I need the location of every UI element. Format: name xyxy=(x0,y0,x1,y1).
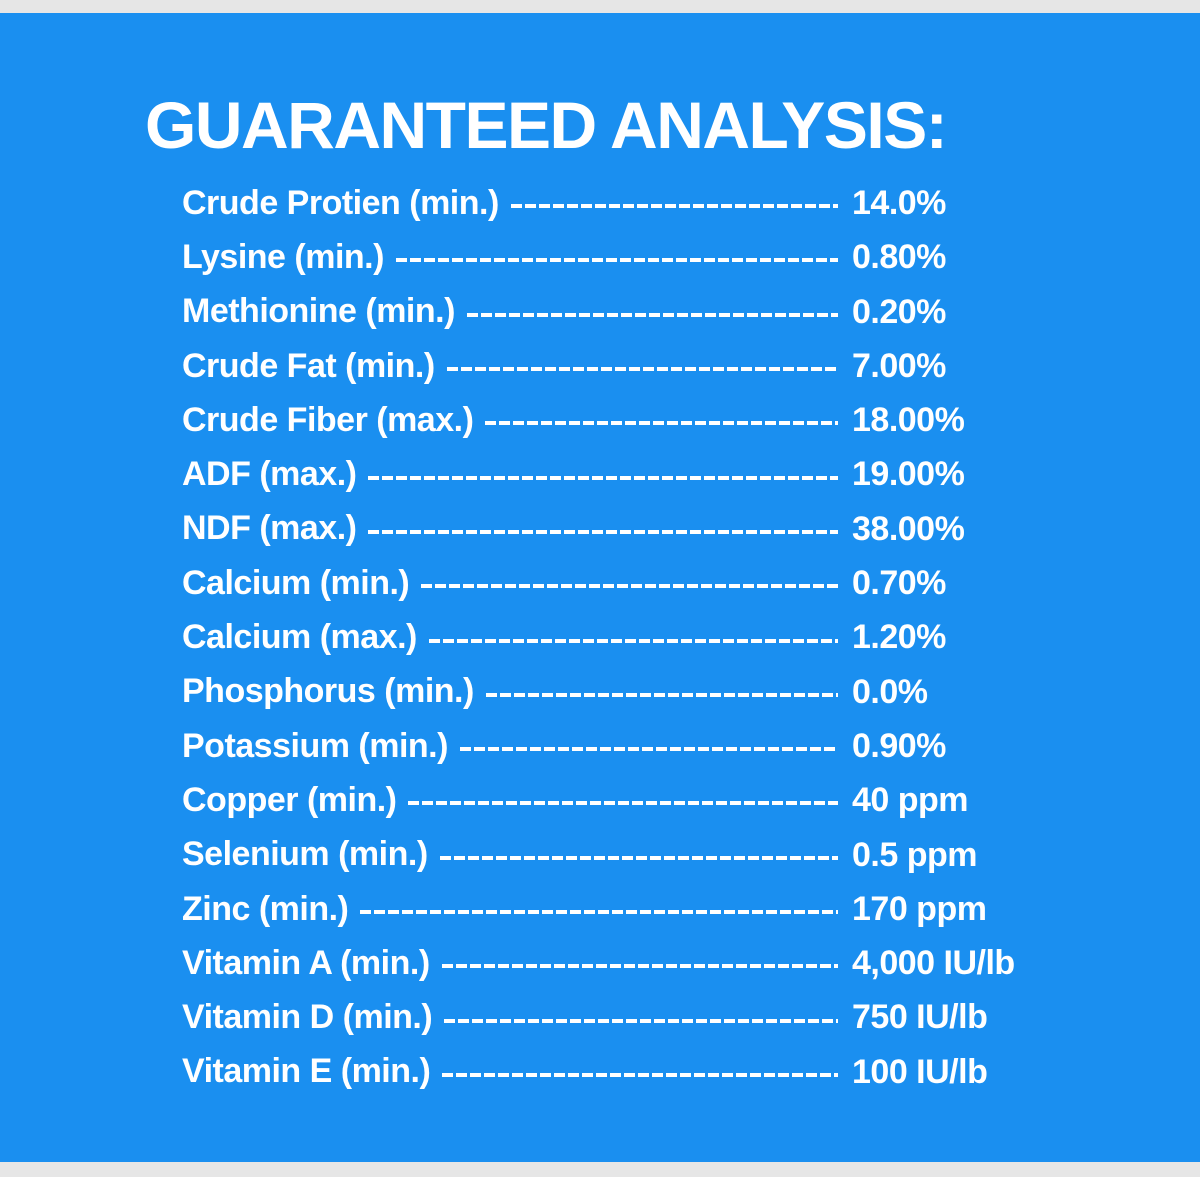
panel: GUARANTEED ANALYSIS: Crude Protien (min.… xyxy=(0,13,1200,1162)
nutrient-label: ADF (max.) xyxy=(182,455,357,494)
analysis-row: ADF (max.) 19.00% xyxy=(182,447,965,501)
nutrient-label: Methionine (min.) xyxy=(182,292,455,331)
nutrient-label: Vitamin A (min.) xyxy=(182,943,430,982)
nutrient-value: 1.20% xyxy=(852,618,946,657)
dash-leader xyxy=(441,964,838,969)
analysis-row: Calcium (max.) 1.20% xyxy=(182,610,946,664)
dash-leader xyxy=(360,910,838,914)
nutrient-label: Selenium (min.) xyxy=(182,835,428,874)
nutrient-value: 19.00% xyxy=(852,455,965,494)
nutrient-value: 14.0% xyxy=(852,184,946,222)
dash-leader xyxy=(421,584,838,589)
analysis-row: Methionine (min.) 0.20% xyxy=(182,285,946,339)
analysis-row: Crude Fiber (max.) 18.00% xyxy=(182,393,965,447)
analysis-row: Vitamin D (min.) 750 IU/lb xyxy=(182,990,988,1044)
dash-leader xyxy=(428,638,838,643)
nutrient-label: Crude Protien (min.) xyxy=(182,183,499,222)
dash-leader xyxy=(446,367,838,372)
dash-leader xyxy=(368,475,838,480)
nutrient-value: 7.00% xyxy=(852,346,946,385)
nutrient-value: 750 IU/lb xyxy=(852,998,988,1037)
analysis-row: Crude Protien (min.) 14.0% xyxy=(182,176,946,230)
dash-leader xyxy=(395,258,838,263)
nutrient-label: Calcium (min.) xyxy=(182,563,410,602)
dash-leader xyxy=(466,312,838,317)
nutrient-value: 0.20% xyxy=(852,292,946,331)
nutrient-value: 0.70% xyxy=(852,564,946,603)
analysis-row: Vitamin E (min.) 100 IU/lb xyxy=(182,1045,988,1099)
analysis-row: Crude Fat (min.) 7.00% xyxy=(182,339,946,393)
nutrient-label: Copper (min.) xyxy=(182,780,397,819)
nutrient-label: Zinc (min.) xyxy=(182,889,349,928)
dash-leader xyxy=(408,801,838,806)
nutrient-label: Crude Fiber (max.) xyxy=(182,400,474,439)
nutrient-label: Vitamin E (min.) xyxy=(182,1052,431,1091)
nutrient-value: 0.5 ppm xyxy=(852,835,977,874)
dash-leader xyxy=(439,855,838,860)
nutrient-value: 100 IU/lb xyxy=(852,1052,988,1091)
analysis-row: Phosphorus (min.) 0.0% xyxy=(182,665,928,719)
nutrient-value: 0.80% xyxy=(852,238,946,277)
analysis-row: Calcium (min.) 0.70% xyxy=(182,556,946,610)
title: GUARANTEED ANALYSIS: xyxy=(145,88,948,162)
analysis-row: Selenium (min.) 0.5 ppm xyxy=(182,828,977,882)
analysis-row: Vitamin A (min.) 4,000 IU/lb xyxy=(182,936,1015,990)
dash-leader xyxy=(459,747,838,752)
nutrient-value: 0.0% xyxy=(852,672,928,711)
dash-leader xyxy=(442,1072,838,1077)
nutrient-value: 18.00% xyxy=(852,401,965,440)
nutrient-label: NDF (max.) xyxy=(182,509,357,548)
analysis-row: NDF (max.) 38.00% xyxy=(182,502,965,556)
dash-leader xyxy=(368,529,838,534)
nutrient-label: Calcium (max.) xyxy=(182,618,417,657)
nutrient-value: 170 ppm xyxy=(852,889,987,928)
analysis-row: Copper (min.) 40 ppm xyxy=(182,773,969,827)
dash-leader xyxy=(485,421,838,426)
analysis-row: Potassium (min.) 0.90% xyxy=(182,719,946,773)
analysis-row: Zinc (min.) 170 ppm xyxy=(182,882,987,936)
nutrient-label: Crude Fat (min.) xyxy=(182,346,435,385)
nutrient-label: Lysine (min.) xyxy=(182,237,384,276)
nutrient-label: Potassium (min.) xyxy=(182,726,448,765)
analysis-row: Lysine (min.) 0.80% xyxy=(182,230,946,284)
dash-leader xyxy=(444,1018,838,1023)
nutrient-value: 38.00% xyxy=(852,509,965,548)
nutrient-value: 4,000 IU/lb xyxy=(852,944,1015,983)
nutrient-value: 40 ppm xyxy=(852,781,969,820)
nutrient-label: Phosphorus (min.) xyxy=(182,672,474,711)
dash-leader xyxy=(510,204,838,209)
dash-leader xyxy=(485,692,838,697)
analysis-list: Crude Protien (min.) 14.0% Lysine (min.) 0.… xyxy=(182,176,1182,1099)
nutrient-label: Vitamin D (min.) xyxy=(182,998,433,1037)
nutrient-value: 0.90% xyxy=(852,726,946,765)
